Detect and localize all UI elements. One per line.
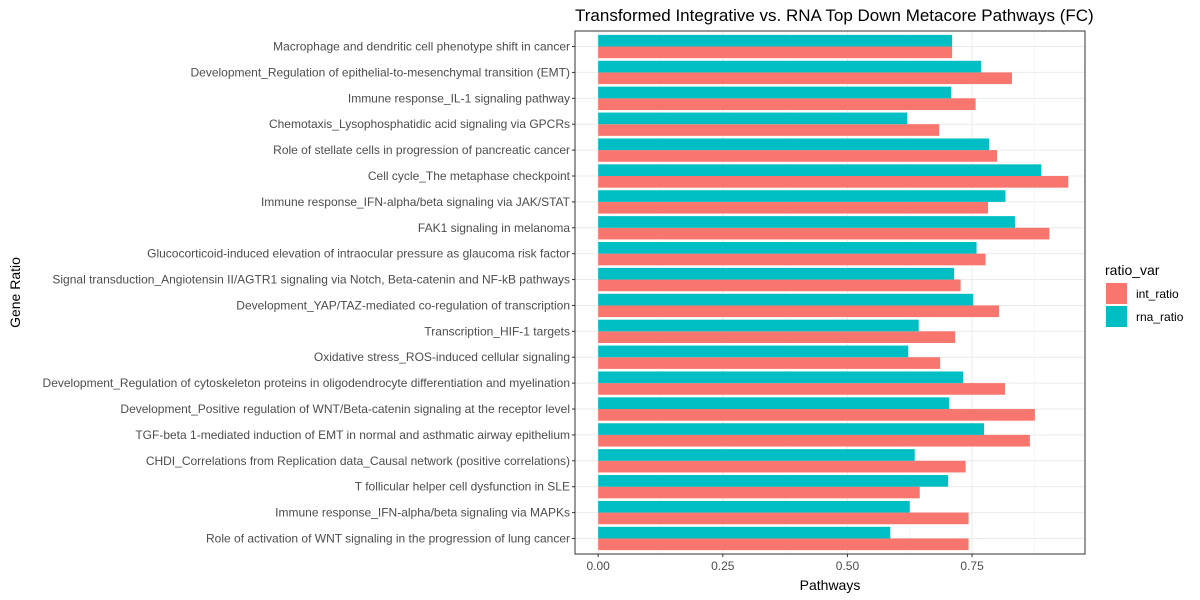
- bar-rna_ratio: [598, 242, 977, 254]
- bar-int_ratio: [598, 486, 920, 499]
- bar-rna_ratio: [598, 190, 1006, 202]
- bar-int_ratio: [598, 150, 998, 162]
- bar-rna_ratio: [598, 319, 919, 332]
- x-tick-label: 0.00: [587, 559, 611, 573]
- bar-int_ratio: [598, 538, 969, 551]
- legend: ratio_var int_ratio rna_ratio: [1105, 262, 1184, 327]
- bar-int_ratio: [598, 383, 1005, 395]
- y-tick-label: Development_Regulation of cytoskeleton p…: [43, 376, 570, 390]
- y-axis: Macrophage and dendritic cell phenotype …: [43, 40, 575, 545]
- y-tick-label: FAK1 signaling in melanoma: [418, 221, 570, 235]
- bar-int_ratio: [598, 409, 1035, 421]
- bar-rna_ratio: [598, 397, 950, 410]
- x-axis: 0.00 0.25 0.50 0.75: [587, 554, 984, 573]
- legend-label-rna_ratio: rna_ratio: [1136, 310, 1184, 324]
- bars: [598, 34, 1069, 551]
- y-tick-label: Glucocorticoid-induced elevation of intr…: [147, 247, 570, 261]
- legend-label-int_ratio: int_ratio: [1136, 287, 1179, 301]
- bar-rna_ratio: [598, 293, 974, 306]
- bar-rna_ratio: [598, 526, 891, 539]
- y-tick-label: Chemotaxis_Lysophosphatidic acid signali…: [269, 117, 570, 131]
- y-tick-label: CHDI_Correlations from Replication data_…: [146, 454, 570, 468]
- y-tick-label: Development_Regulation of epithelial-to-…: [190, 65, 570, 79]
- bar-rna_ratio: [598, 449, 915, 461]
- bar-rna_ratio: [598, 371, 964, 384]
- y-tick-label: Role of stellate cells in progression of…: [273, 143, 570, 157]
- bar-rna_ratio: [598, 500, 910, 513]
- y-tick-label: Immune response_IL-1 signaling pathway: [348, 91, 570, 105]
- bar-rna_ratio: [598, 60, 982, 73]
- bar-rna_ratio: [598, 423, 985, 435]
- bar-int_ratio: [598, 279, 961, 292]
- bar-int_ratio: [598, 98, 976, 110]
- bar-int_ratio: [598, 512, 969, 525]
- bar-int_ratio: [598, 253, 986, 266]
- bar-rna_ratio: [598, 216, 1015, 228]
- bar-rna_ratio: [598, 475, 949, 487]
- y-tick-label: Role of activation of WNT signaling in t…: [206, 531, 570, 545]
- bar-int_ratio: [598, 124, 940, 136]
- bar-rna_ratio: [598, 112, 908, 125]
- bar-rna_ratio: [598, 164, 1042, 176]
- y-axis-title: Gene Ratio: [7, 257, 23, 328]
- legend-key-int_ratio: [1106, 283, 1127, 304]
- x-tick-label: 0.25: [711, 559, 735, 573]
- y-tick-label: Oxidative stress_ROS-induced cellular si…: [314, 350, 570, 364]
- y-tick-label: TGF-beta 1-mediated induction of EMT in …: [135, 428, 570, 442]
- y-tick-label: Transcription_HIF-1 targets: [424, 324, 570, 338]
- y-tick-label: Macrophage and dendritic cell phenotype …: [273, 40, 570, 54]
- bar-rna_ratio: [598, 86, 952, 99]
- bar-int_ratio: [598, 434, 1030, 447]
- y-tick-label: Immune response_IFN-alpha/beta signaling…: [275, 506, 570, 520]
- y-tick-label: Development_YAP/TAZ-mediated co-regulati…: [236, 298, 570, 312]
- y-tick-label: T follicular helper cell dysfunction in …: [355, 480, 570, 494]
- chart-title: Transformed Integrative vs. RNA Top Down…: [575, 6, 1094, 25]
- legend-key-rna_ratio: [1106, 306, 1127, 327]
- y-tick-label: Signal transduction_Angiotensin II/AGTR1…: [52, 273, 570, 287]
- panel-border: [574, 30, 1086, 555]
- bar-int_ratio: [598, 331, 956, 343]
- bar-int_ratio: [598, 305, 1000, 318]
- bar-rna_ratio: [598, 267, 955, 280]
- bar-int_ratio: [598, 227, 1050, 240]
- bar-int_ratio: [598, 201, 989, 214]
- bar-int_ratio: [598, 175, 1069, 188]
- bar-rna_ratio: [598, 34, 953, 47]
- legend-title: ratio_var: [1105, 262, 1160, 278]
- bar-rna_ratio: [598, 345, 909, 358]
- bar-int_ratio: [598, 357, 941, 369]
- y-tick-label: Cell cycle_The metaphase checkpoint: [368, 169, 571, 183]
- bar-int_ratio: [598, 72, 1012, 85]
- y-tick-label: Development_Positive regulation of WNT/B…: [120, 402, 570, 416]
- bar-int_ratio: [598, 460, 966, 473]
- bar-rna_ratio: [598, 138, 990, 151]
- x-tick-label: 0.50: [836, 559, 860, 573]
- x-tick-label: 0.75: [960, 559, 984, 573]
- x-axis-title: Pathways: [800, 577, 861, 593]
- y-tick-label: Immune response_IFN-alpha/beta signaling…: [261, 195, 571, 209]
- bar-int_ratio: [598, 46, 953, 59]
